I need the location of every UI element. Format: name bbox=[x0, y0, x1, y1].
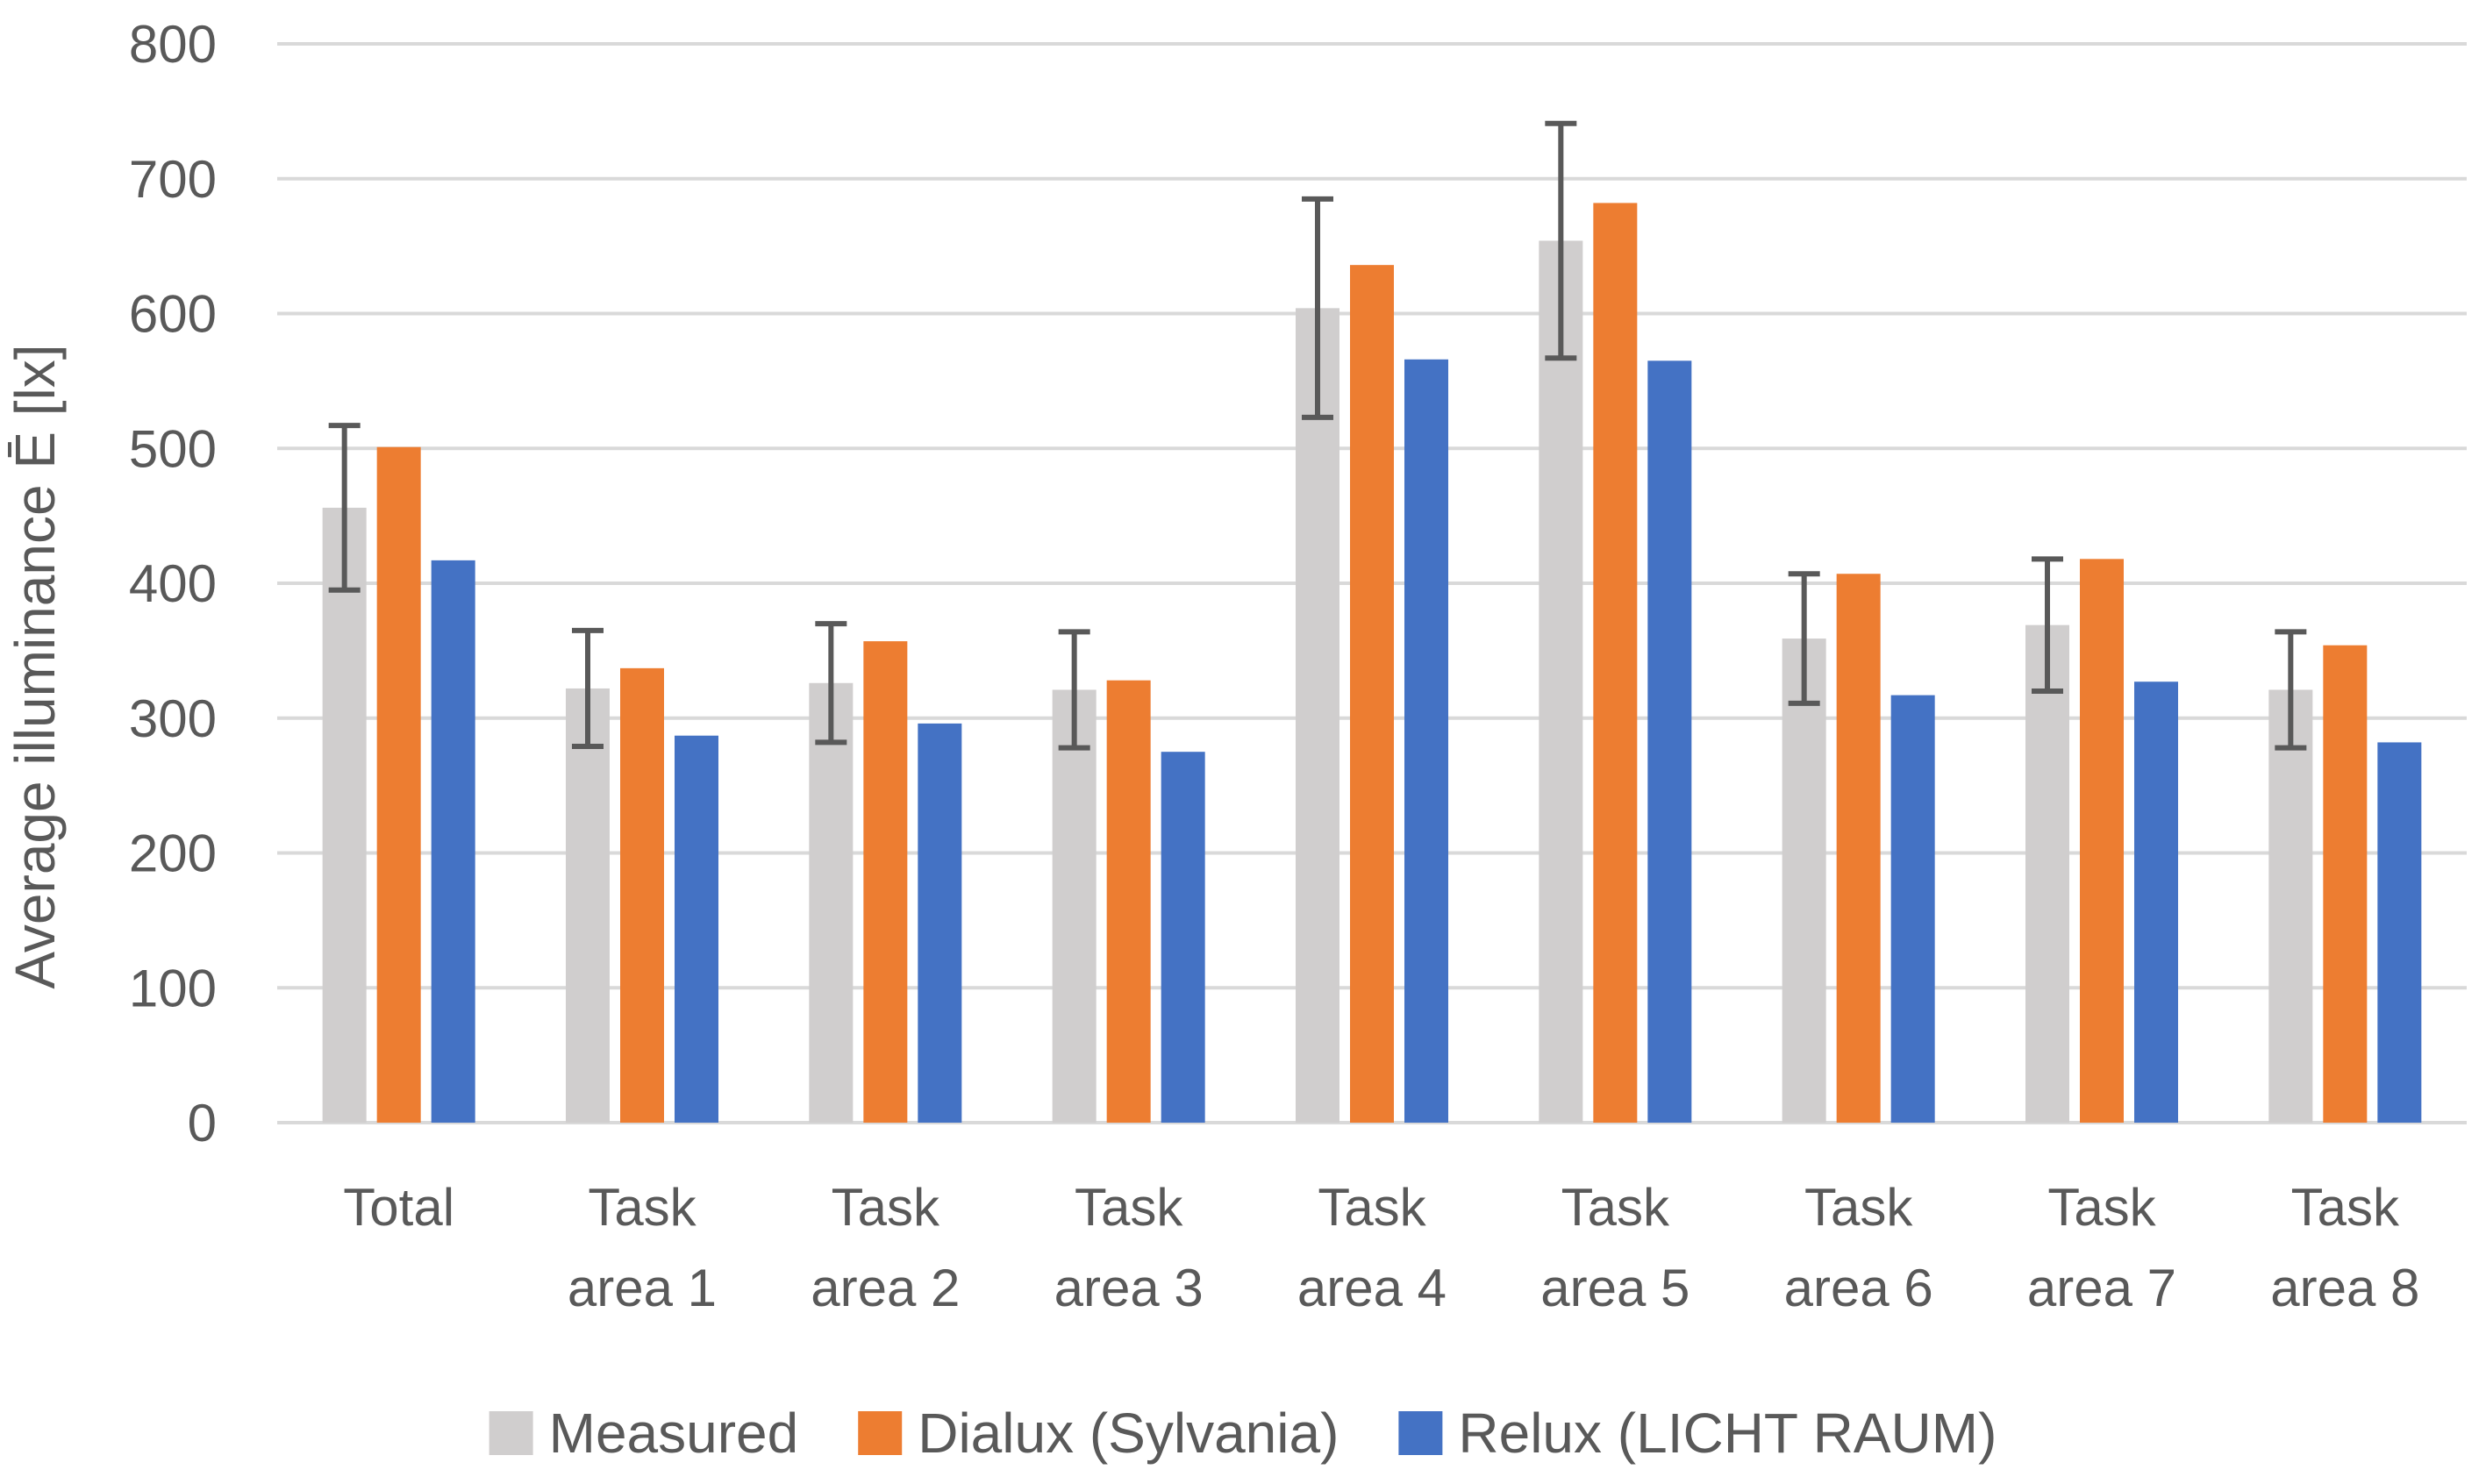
legend-label: Dialux (Sylvania) bbox=[918, 1402, 1339, 1465]
y-tick-label: 300 bbox=[129, 689, 217, 748]
x-tick-label-line: Task bbox=[2291, 1178, 2400, 1237]
x-tick-label-line: Task bbox=[1075, 1178, 1183, 1237]
bar-dialux-sylvania bbox=[2080, 559, 2124, 1123]
bar-dialux-sylvania bbox=[1350, 265, 1394, 1123]
y-tick-label: 800 bbox=[129, 15, 217, 74]
x-tick-label-line: Task bbox=[2047, 1178, 2156, 1237]
legend-label: Relux (LICHT RAUM) bbox=[1458, 1402, 1997, 1465]
legend-label: Measured bbox=[549, 1402, 799, 1465]
bars bbox=[322, 203, 2422, 1124]
y-axis-tick-labels: 0 100 200 300 400 500 600 700 800 bbox=[129, 15, 217, 1152]
x-tick-label: Task area 7 bbox=[2027, 1178, 2176, 1317]
bar-measured bbox=[1296, 308, 1339, 1124]
legend-swatch bbox=[858, 1411, 903, 1455]
y-tick-label: 200 bbox=[129, 824, 217, 883]
bar-relux-licht-raum bbox=[1404, 359, 1448, 1123]
x-tick-label-line: area 7 bbox=[2027, 1259, 2176, 1317]
x-tick-label-line: area 2 bbox=[811, 1259, 960, 1317]
legend: Measured Dialux (Sylvania) Relux (LICHT RA… bbox=[489, 1402, 1997, 1465]
x-tick-label-line: area 1 bbox=[568, 1259, 717, 1317]
bar-measured bbox=[2025, 624, 2069, 1123]
bar-dialux-sylvania bbox=[863, 641, 908, 1123]
legend-item: Dialux (Sylvania) bbox=[858, 1402, 1339, 1465]
bar-dialux-sylvania bbox=[1593, 203, 1638, 1123]
x-tick-label-line: area 6 bbox=[1784, 1259, 1933, 1317]
error-bars bbox=[328, 120, 2307, 751]
x-tick-label-line: Task bbox=[1561, 1178, 1670, 1237]
x-tick-label-line: area 4 bbox=[1297, 1259, 1447, 1317]
bar-relux-licht-raum bbox=[431, 560, 475, 1123]
bar-relux-licht-raum bbox=[1890, 695, 1935, 1123]
x-tick-label: Task area 8 bbox=[2270, 1178, 2419, 1317]
x-tick-label-line: Task bbox=[1804, 1178, 1913, 1237]
x-tick-label-line: Total bbox=[343, 1178, 454, 1237]
bar-relux-licht-raum bbox=[2377, 742, 2422, 1123]
x-tick-label: Task area 2 bbox=[811, 1178, 960, 1317]
x-tick-label: Task area 3 bbox=[1054, 1178, 1204, 1317]
x-tick-label-line: area 3 bbox=[1054, 1259, 1204, 1317]
bar-relux-licht-raum bbox=[1161, 752, 1205, 1123]
bar-measured bbox=[1052, 689, 1097, 1123]
bar-dialux-sylvania bbox=[1106, 680, 1151, 1123]
bar-relux-licht-raum bbox=[675, 735, 718, 1123]
bar-measured bbox=[566, 688, 610, 1123]
bar-dialux-sylvania bbox=[620, 667, 664, 1123]
y-tick-label: 100 bbox=[129, 959, 217, 1017]
x-tick-label-line: Task bbox=[588, 1178, 697, 1237]
x-tick-label: Task area 6 bbox=[1784, 1178, 1933, 1317]
x-tick-label-line: Task bbox=[1318, 1178, 1426, 1237]
bar-measured bbox=[809, 682, 854, 1123]
bar-measured bbox=[1782, 639, 1826, 1123]
x-tick-label: Task area 5 bbox=[1540, 1178, 1689, 1317]
bar-dialux-sylvania bbox=[2323, 645, 2368, 1123]
x-tick-label: Total bbox=[343, 1178, 454, 1237]
bar-relux-licht-raum bbox=[2134, 681, 2178, 1123]
legend-item: Relux (LICHT RAUM) bbox=[1398, 1402, 1997, 1465]
x-tick-label: Task area 4 bbox=[1297, 1178, 1447, 1317]
bar-measured bbox=[1539, 240, 1583, 1124]
x-tick-label-line: area 5 bbox=[1540, 1259, 1689, 1317]
x-tick-label: Task area 1 bbox=[568, 1178, 717, 1317]
bar-measured bbox=[2268, 689, 2313, 1123]
y-tick-label: 400 bbox=[129, 554, 217, 613]
bar-dialux-sylvania bbox=[376, 446, 421, 1123]
bar-relux-licht-raum bbox=[1647, 360, 1692, 1123]
bar-measured bbox=[322, 507, 367, 1123]
y-tick-label: 500 bbox=[129, 419, 217, 478]
y-tick-label: 600 bbox=[129, 285, 217, 344]
x-tick-label-line: Task bbox=[832, 1178, 940, 1237]
x-tick-label-line: area 8 bbox=[2270, 1259, 2419, 1317]
y-tick-label: 0 bbox=[188, 1094, 217, 1152]
y-axis-title: Average illuminance Ē [lx] bbox=[4, 344, 67, 988]
x-axis-tick-labels: Total Task area 1 Task area 2 Task area 3 Task a… bbox=[343, 1178, 2419, 1317]
legend-swatch bbox=[489, 1411, 533, 1455]
y-tick-label: 700 bbox=[129, 150, 217, 209]
bar-dialux-sylvania bbox=[1836, 574, 1881, 1123]
bar-relux-licht-raum bbox=[918, 723, 962, 1123]
legend-swatch bbox=[1398, 1411, 1443, 1455]
legend-item: Measured bbox=[489, 1402, 799, 1465]
